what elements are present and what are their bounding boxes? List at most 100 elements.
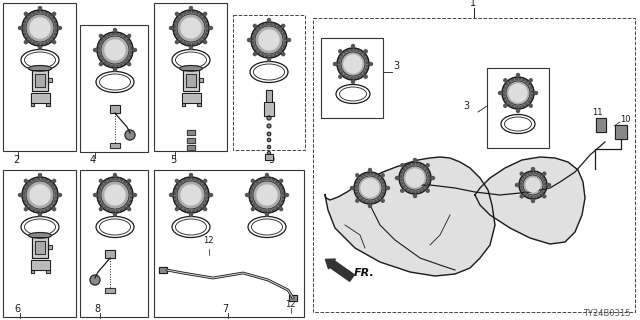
- Circle shape: [127, 63, 131, 66]
- Circle shape: [30, 18, 50, 38]
- Circle shape: [369, 169, 371, 172]
- Circle shape: [177, 181, 205, 209]
- Circle shape: [351, 187, 353, 189]
- Circle shape: [341, 52, 365, 76]
- Circle shape: [529, 79, 532, 82]
- Bar: [45, 269, 49, 273]
- Circle shape: [204, 208, 207, 211]
- Bar: [105, 288, 115, 293]
- Circle shape: [351, 81, 355, 84]
- Circle shape: [369, 62, 372, 66]
- Ellipse shape: [29, 66, 51, 71]
- Circle shape: [413, 195, 417, 197]
- Circle shape: [93, 194, 97, 196]
- Circle shape: [369, 204, 371, 207]
- Circle shape: [24, 179, 28, 182]
- Bar: [264, 102, 274, 116]
- Circle shape: [268, 145, 271, 148]
- Circle shape: [267, 116, 271, 120]
- Circle shape: [364, 75, 367, 78]
- Circle shape: [204, 41, 207, 44]
- Circle shape: [543, 172, 546, 175]
- Circle shape: [268, 19, 271, 21]
- Circle shape: [52, 208, 56, 211]
- Circle shape: [127, 179, 131, 182]
- Bar: [196, 103, 200, 106]
- Circle shape: [125, 130, 135, 140]
- Bar: [187, 138, 195, 143]
- Bar: [35, 74, 45, 87]
- Bar: [31, 93, 49, 103]
- Bar: [47, 78, 52, 82]
- Circle shape: [516, 74, 520, 76]
- Bar: [3, 170, 76, 317]
- Text: 3: 3: [463, 101, 469, 111]
- Circle shape: [403, 166, 427, 190]
- Bar: [105, 288, 115, 293]
- Text: 1: 1: [470, 0, 476, 8]
- Bar: [105, 250, 115, 258]
- Text: 6: 6: [14, 304, 20, 314]
- Circle shape: [515, 183, 518, 187]
- Circle shape: [333, 62, 337, 66]
- Circle shape: [526, 178, 540, 192]
- Circle shape: [257, 185, 277, 205]
- Circle shape: [189, 46, 193, 50]
- Circle shape: [101, 181, 129, 209]
- Circle shape: [516, 109, 520, 113]
- Bar: [45, 269, 49, 273]
- Circle shape: [406, 169, 424, 187]
- Circle shape: [175, 41, 179, 44]
- Circle shape: [204, 12, 207, 15]
- Circle shape: [24, 12, 28, 15]
- Circle shape: [387, 187, 390, 189]
- Circle shape: [520, 195, 523, 198]
- Circle shape: [502, 77, 534, 109]
- Circle shape: [401, 189, 404, 192]
- Polygon shape: [470, 195, 495, 215]
- Bar: [187, 145, 195, 150]
- Circle shape: [529, 104, 532, 107]
- Circle shape: [523, 175, 543, 195]
- Text: 7: 7: [222, 304, 228, 314]
- Bar: [184, 70, 198, 91]
- Circle shape: [426, 189, 429, 192]
- Circle shape: [22, 177, 58, 213]
- Circle shape: [175, 12, 179, 15]
- Bar: [182, 93, 200, 103]
- Circle shape: [105, 40, 125, 60]
- Circle shape: [189, 173, 193, 177]
- Bar: [31, 269, 35, 273]
- Text: 10: 10: [620, 115, 630, 124]
- Circle shape: [282, 24, 285, 27]
- Circle shape: [134, 49, 136, 52]
- Bar: [45, 103, 49, 106]
- Bar: [487, 68, 549, 148]
- Bar: [187, 130, 195, 135]
- Circle shape: [26, 181, 54, 209]
- Bar: [182, 103, 186, 106]
- Bar: [35, 241, 45, 254]
- Bar: [187, 145, 195, 150]
- Bar: [266, 90, 272, 102]
- Bar: [33, 237, 47, 258]
- Circle shape: [259, 30, 279, 50]
- Circle shape: [339, 75, 342, 78]
- Circle shape: [431, 177, 435, 180]
- Circle shape: [401, 164, 404, 167]
- Circle shape: [339, 50, 342, 53]
- Circle shape: [99, 63, 102, 66]
- Text: 12: 12: [203, 236, 214, 245]
- Circle shape: [58, 194, 61, 196]
- Circle shape: [248, 38, 250, 42]
- Circle shape: [30, 185, 50, 205]
- Circle shape: [282, 53, 285, 56]
- Bar: [187, 138, 195, 143]
- Circle shape: [52, 179, 56, 182]
- Circle shape: [268, 138, 271, 142]
- Bar: [47, 245, 52, 249]
- Bar: [47, 245, 52, 249]
- Circle shape: [105, 185, 125, 205]
- Circle shape: [426, 164, 429, 167]
- Circle shape: [267, 124, 271, 128]
